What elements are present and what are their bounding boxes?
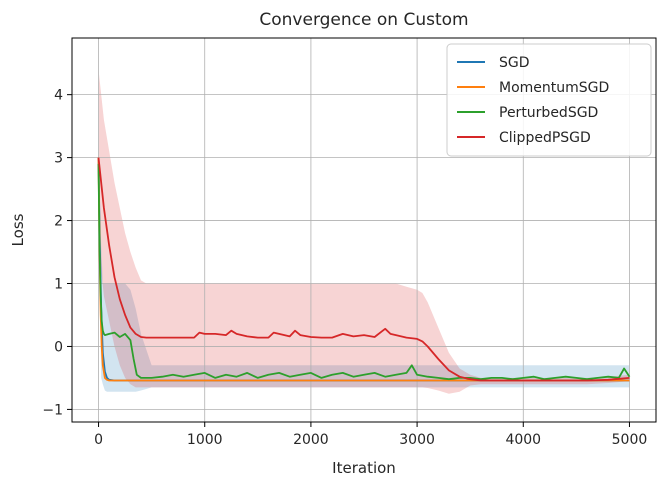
series-lines: [97, 157, 631, 382]
x-axis-ticks: 0 1000 2000 3000 4000 5000: [94, 422, 647, 448]
line-perturbedsgd: [97, 163, 631, 381]
y-tick-label: 4: [54, 88, 63, 104]
legend-label: SGD: [499, 55, 530, 71]
legend-label: ClippedPSGD: [499, 130, 591, 146]
plot-frame: [71, 37, 657, 423]
confidence-bands: [98, 69, 630, 394]
chart-title: Convergence on Custom: [259, 10, 468, 30]
x-tick-label: 1000: [187, 432, 223, 448]
legend-label: MomentumSGD: [499, 80, 609, 96]
legend: SGD MomentumSGD PerturbedSGD ClippedPSGD: [446, 43, 652, 157]
x-tick-label: 0: [94, 432, 103, 448]
legend-box: [446, 43, 652, 157]
x-tick-label: 4000: [505, 432, 541, 448]
y-axis-ticks: −1 0 1 2 3 4: [42, 88, 72, 418]
y-tick-label: −1: [42, 402, 63, 418]
line-momentumsgd: [97, 157, 630, 382]
x-tick-label: 2000: [293, 432, 329, 448]
x-axis-label: Iteration: [332, 459, 396, 477]
x-tick-label: 5000: [612, 432, 648, 448]
band-sgd: [98, 157, 630, 392]
y-tick-label: 2: [54, 214, 63, 230]
legend-label: PerturbedSGD: [499, 105, 598, 121]
y-tick-label: 3: [54, 151, 63, 167]
line-clippedpsgd: [97, 157, 630, 382]
band-clippedpsgd: [98, 69, 630, 394]
y-tick-label: 1: [54, 277, 63, 293]
y-tick-label: 0: [54, 339, 63, 355]
y-axis-label: Loss: [9, 213, 27, 246]
x-tick-label: 3000: [399, 432, 435, 448]
